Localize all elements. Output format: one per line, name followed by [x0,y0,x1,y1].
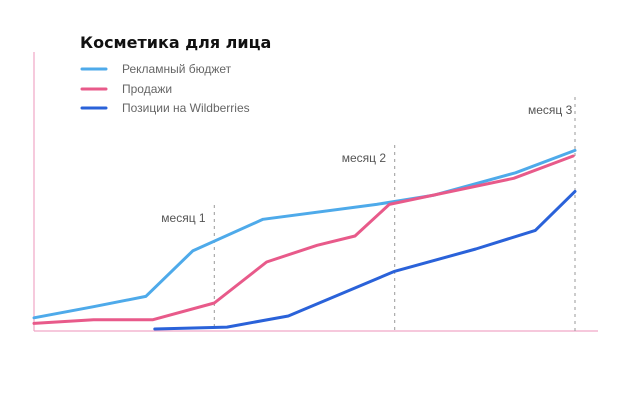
annotation-label-month-2: месяц 2 [342,151,387,165]
legend-item-ad-budget: Рекламный бюджет [80,62,232,76]
annotations: месяц 1 месяц 2 месяц 3 [161,97,576,331]
annotation-label-month-3: месяц 3 [528,103,573,117]
series-line-sales [32,154,575,325]
series-line-ad-budget [32,148,577,320]
legend-label-wb-positions: Позиции на Wildberries [122,101,250,115]
chart-title: Косметика для лица [80,33,271,52]
annotation-month-1: месяц 1 [161,205,215,331]
legend-item-wb-positions: Позиции на Wildberries [80,101,250,115]
series-line-wb-positions [153,189,577,331]
series-group [32,148,577,331]
legend-label-ad-budget: Рекламный бюджет [122,62,232,76]
legend: Рекламный бюджет Продажи Позиции на Wild… [80,62,250,115]
legend-label-sales: Продажи [122,82,172,96]
annotation-month-3: месяц 3 [528,97,576,331]
axes [33,52,598,332]
legend-item-sales: Продажи [80,82,172,96]
annotation-label-month-1: месяц 1 [161,211,206,225]
annotation-month-2: месяц 2 [342,145,396,331]
